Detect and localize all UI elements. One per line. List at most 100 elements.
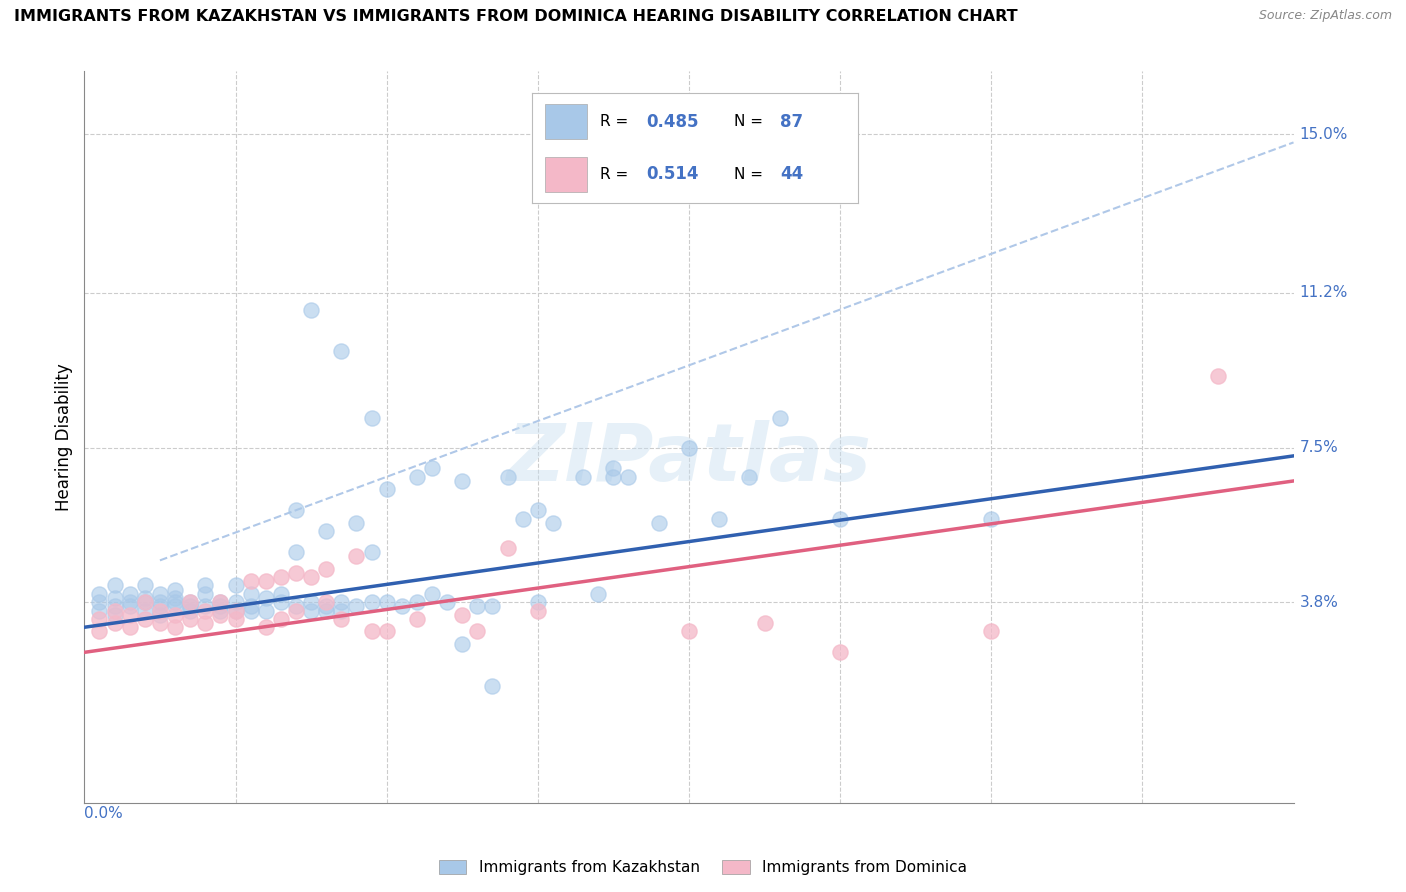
- Point: [179, 599, 201, 614]
- Point: [315, 524, 337, 538]
- Point: [284, 545, 308, 559]
- Point: [194, 603, 217, 617]
- Point: [165, 591, 187, 605]
- Point: [602, 461, 624, 475]
- Point: [134, 595, 156, 609]
- Point: [481, 679, 503, 693]
- Point: [209, 607, 232, 622]
- Point: [254, 574, 277, 589]
- Point: [118, 620, 141, 634]
- Point: [481, 599, 503, 614]
- Point: [270, 595, 292, 609]
- Point: [541, 516, 564, 530]
- Point: [512, 511, 534, 525]
- Point: [104, 607, 127, 622]
- Point: [89, 603, 111, 617]
- Text: Source: ZipAtlas.com: Source: ZipAtlas.com: [1258, 9, 1392, 22]
- Point: [330, 595, 353, 609]
- Point: [194, 616, 217, 631]
- Point: [104, 578, 127, 592]
- Point: [709, 511, 731, 525]
- Point: [149, 595, 172, 609]
- Point: [209, 595, 232, 609]
- Point: [89, 612, 111, 626]
- Point: [284, 566, 308, 580]
- Point: [527, 603, 550, 617]
- Point: [149, 599, 172, 614]
- Point: [346, 516, 368, 530]
- Point: [118, 599, 141, 614]
- Point: [179, 612, 201, 626]
- Point: [134, 595, 156, 609]
- Point: [225, 578, 247, 592]
- Point: [165, 582, 187, 597]
- Point: [194, 599, 217, 614]
- Point: [225, 612, 247, 626]
- Point: [420, 587, 443, 601]
- Point: [647, 516, 671, 530]
- Point: [165, 607, 187, 622]
- Point: [375, 595, 398, 609]
- Point: [980, 624, 1002, 639]
- Point: [239, 603, 262, 617]
- Point: [165, 599, 187, 614]
- Point: [118, 595, 141, 609]
- Point: [527, 503, 550, 517]
- Point: [225, 603, 247, 617]
- Point: [104, 591, 127, 605]
- Point: [209, 599, 232, 614]
- Point: [330, 344, 353, 359]
- Point: [375, 624, 398, 639]
- Point: [149, 616, 172, 631]
- Point: [315, 562, 337, 576]
- Point: [299, 595, 322, 609]
- Point: [179, 595, 201, 609]
- Point: [134, 591, 156, 605]
- Point: [346, 599, 368, 614]
- Point: [118, 587, 141, 601]
- Point: [239, 587, 262, 601]
- Point: [239, 574, 262, 589]
- Point: [254, 620, 277, 634]
- Text: 0.0%: 0.0%: [84, 806, 124, 822]
- Point: [209, 603, 232, 617]
- Text: 7.5%: 7.5%: [1299, 440, 1339, 455]
- Point: [270, 612, 292, 626]
- Point: [284, 599, 308, 614]
- Point: [451, 607, 474, 622]
- Point: [360, 545, 382, 559]
- Point: [330, 612, 353, 626]
- Point: [104, 599, 127, 614]
- Point: [754, 616, 776, 631]
- Point: [678, 624, 700, 639]
- Point: [496, 541, 519, 555]
- Point: [451, 637, 474, 651]
- Point: [165, 595, 187, 609]
- Point: [179, 603, 201, 617]
- Point: [299, 302, 322, 317]
- Point: [738, 470, 761, 484]
- Point: [104, 616, 127, 631]
- Text: 11.2%: 11.2%: [1299, 285, 1348, 301]
- Y-axis label: Hearing Disability: Hearing Disability: [55, 363, 73, 511]
- Point: [527, 595, 550, 609]
- Point: [194, 587, 217, 601]
- Point: [330, 603, 353, 617]
- Point: [89, 595, 111, 609]
- Point: [496, 470, 519, 484]
- Point: [420, 461, 443, 475]
- Point: [346, 549, 368, 564]
- Text: IMMIGRANTS FROM KAZAKHSTAN VS IMMIGRANTS FROM DOMINICA HEARING DISABILITY CORREL: IMMIGRANTS FROM KAZAKHSTAN VS IMMIGRANTS…: [14, 9, 1018, 24]
- Point: [149, 603, 172, 617]
- Point: [769, 411, 792, 425]
- Point: [179, 595, 201, 609]
- Point: [315, 599, 337, 614]
- Legend: Immigrants from Kazakhstan, Immigrants from Dominica: Immigrants from Kazakhstan, Immigrants f…: [439, 861, 967, 875]
- Text: 3.8%: 3.8%: [1299, 595, 1339, 609]
- Point: [270, 587, 292, 601]
- Point: [467, 624, 489, 639]
- Point: [436, 595, 458, 609]
- Point: [572, 470, 595, 484]
- Point: [284, 503, 308, 517]
- Point: [360, 595, 382, 609]
